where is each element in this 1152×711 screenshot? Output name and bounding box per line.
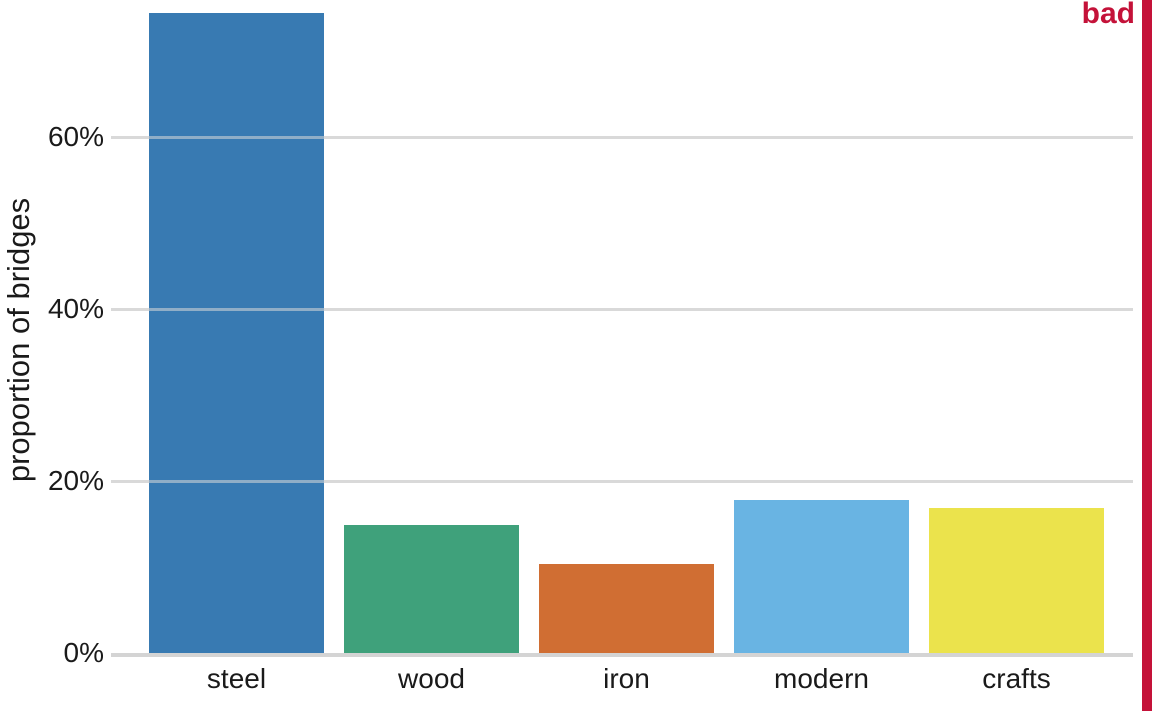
bar-wood	[344, 524, 519, 653]
bar-modern	[734, 499, 909, 653]
bar-crafts	[929, 507, 1104, 653]
y-tick-label-40: 40%	[47, 293, 104, 324]
x-tick-label-wood: wood	[398, 663, 465, 694]
gridline-overlay-40	[111, 308, 1133, 311]
bad-marker-bar	[1142, 0, 1152, 711]
y-tick-label-60: 60%	[47, 121, 104, 152]
gridline-overlay-20	[111, 480, 1133, 483]
x-tick-label-modern: modern	[774, 663, 869, 694]
y-tick-label-20: 20%	[47, 465, 104, 496]
x-tick-label-iron: iron	[603, 663, 650, 694]
gridline-overlay-60	[111, 136, 1133, 139]
bar-steel	[149, 13, 324, 653]
bad-annotation-label: bad	[1081, 0, 1135, 30]
bar-iron	[539, 564, 714, 653]
x-axis-line	[111, 653, 1133, 657]
x-tick-label-steel: steel	[206, 663, 267, 694]
x-tick-label-crafts: crafts	[982, 663, 1051, 694]
y-tick-label-0: 0%	[63, 637, 104, 668]
